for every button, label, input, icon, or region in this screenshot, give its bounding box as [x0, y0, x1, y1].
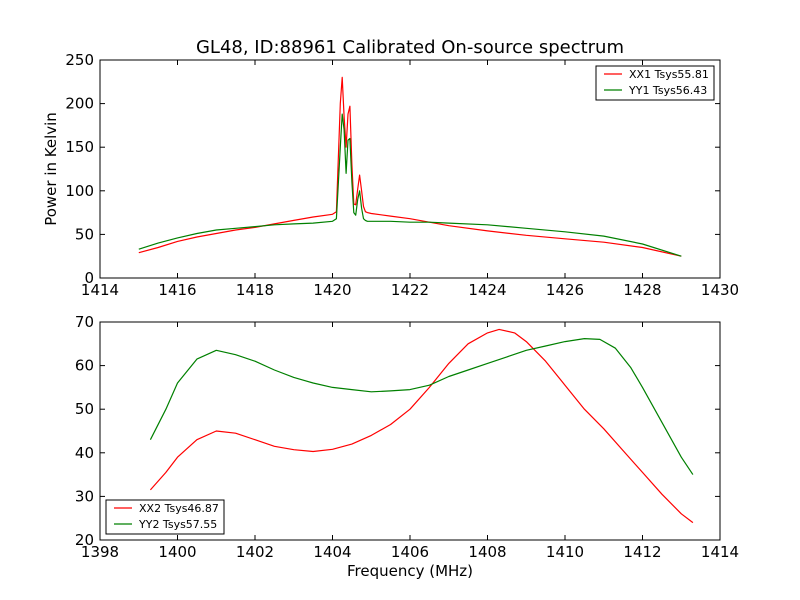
bottom-x-axis-label: Frequency (MHz) [347, 562, 473, 580]
bottom-legend-label-yy2: YY2 Tsys57.55 [138, 518, 217, 531]
bottom-legend-label-xx2: XX2 Tsys46.87 [139, 502, 219, 515]
x-tick-label: 1412 [623, 543, 661, 561]
y-tick-label: 150 [65, 138, 94, 156]
y-tick-label: 50 [75, 400, 94, 418]
x-tick-label: 1426 [546, 281, 584, 299]
top-y-ticks: 0 50 100 150 200 250 [65, 51, 720, 287]
x-tick-label: 1400 [158, 543, 196, 561]
x-tick-label: 1420 [313, 281, 351, 299]
y-tick-label: 70 [75, 313, 94, 331]
top-series-lines [138, 76, 682, 257]
top-x-ticks: 1414 1416 1418 1420 1422 1424 1426 1428 1430 [81, 60, 739, 299]
series-line-1-2 [138, 113, 682, 257]
x-tick-label: 1406 [391, 543, 429, 561]
x-tick-label: 1402 [236, 543, 274, 561]
top-legend-label-xx1: XX1 Tsys55.81 [629, 68, 709, 81]
x-tick-label: 1422 [391, 281, 429, 299]
x-tick-label: 1424 [468, 281, 506, 299]
x-tick-label: 1428 [623, 281, 661, 299]
top-legend-box [595, 65, 715, 101]
x-tick-label: 1398 [81, 543, 119, 561]
top-y-axis-label: Power in Kelvin [42, 112, 60, 226]
y-tick-label: 0 [84, 269, 94, 287]
x-tick-label: 1414 [701, 543, 739, 561]
x-tick-label: 1414 [81, 281, 119, 299]
y-tick-label: 30 [75, 487, 94, 505]
top-legend: XX1 Tsys55.81 YY1 Tsys56.43 [595, 65, 715, 101]
x-tick-label: 1418 [236, 281, 274, 299]
series-line-2-1 [149, 328, 694, 524]
top-legend-label-yy1: YY1 Tsys56.43 [628, 84, 707, 97]
x-tick-label: 1430 [701, 281, 739, 299]
series-line-2-2 [149, 338, 694, 475]
bottom-legend: XX2 Tsys46.87 YY2 Tsys57.55 [105, 499, 225, 535]
x-tick-label: 1410 [546, 543, 584, 561]
y-tick-label: 50 [75, 225, 94, 243]
bottom-legend-box [105, 499, 225, 535]
bottom-series-lines [149, 328, 694, 524]
y-tick-label: 20 [75, 531, 94, 549]
bottom-x-ticks: 1398 1400 1402 1404 1406 1408 1410 1412 1414 [81, 322, 739, 561]
y-tick-label: 100 [65, 182, 94, 200]
y-tick-label: 40 [75, 444, 94, 462]
bottom-y-ticks: 20 30 40 50 60 70 [75, 313, 720, 549]
chart-title: GL48, ID:88961 Calibrated On-source spec… [196, 37, 624, 58]
bottom-axes: 1398 1400 1402 1404 1406 1408 1410 1412 1414 20 3… [75, 313, 739, 580]
y-tick-label: 200 [65, 95, 94, 113]
x-tick-label: 1404 [313, 543, 351, 561]
y-tick-label: 250 [65, 51, 94, 69]
x-tick-label: 1416 [158, 281, 196, 299]
y-tick-label: 60 [75, 357, 94, 375]
x-tick-label: 1408 [468, 543, 506, 561]
top-axes: 1414 1416 1418 1420 1422 1424 1426 1428 1430 0 50… [42, 51, 739, 299]
